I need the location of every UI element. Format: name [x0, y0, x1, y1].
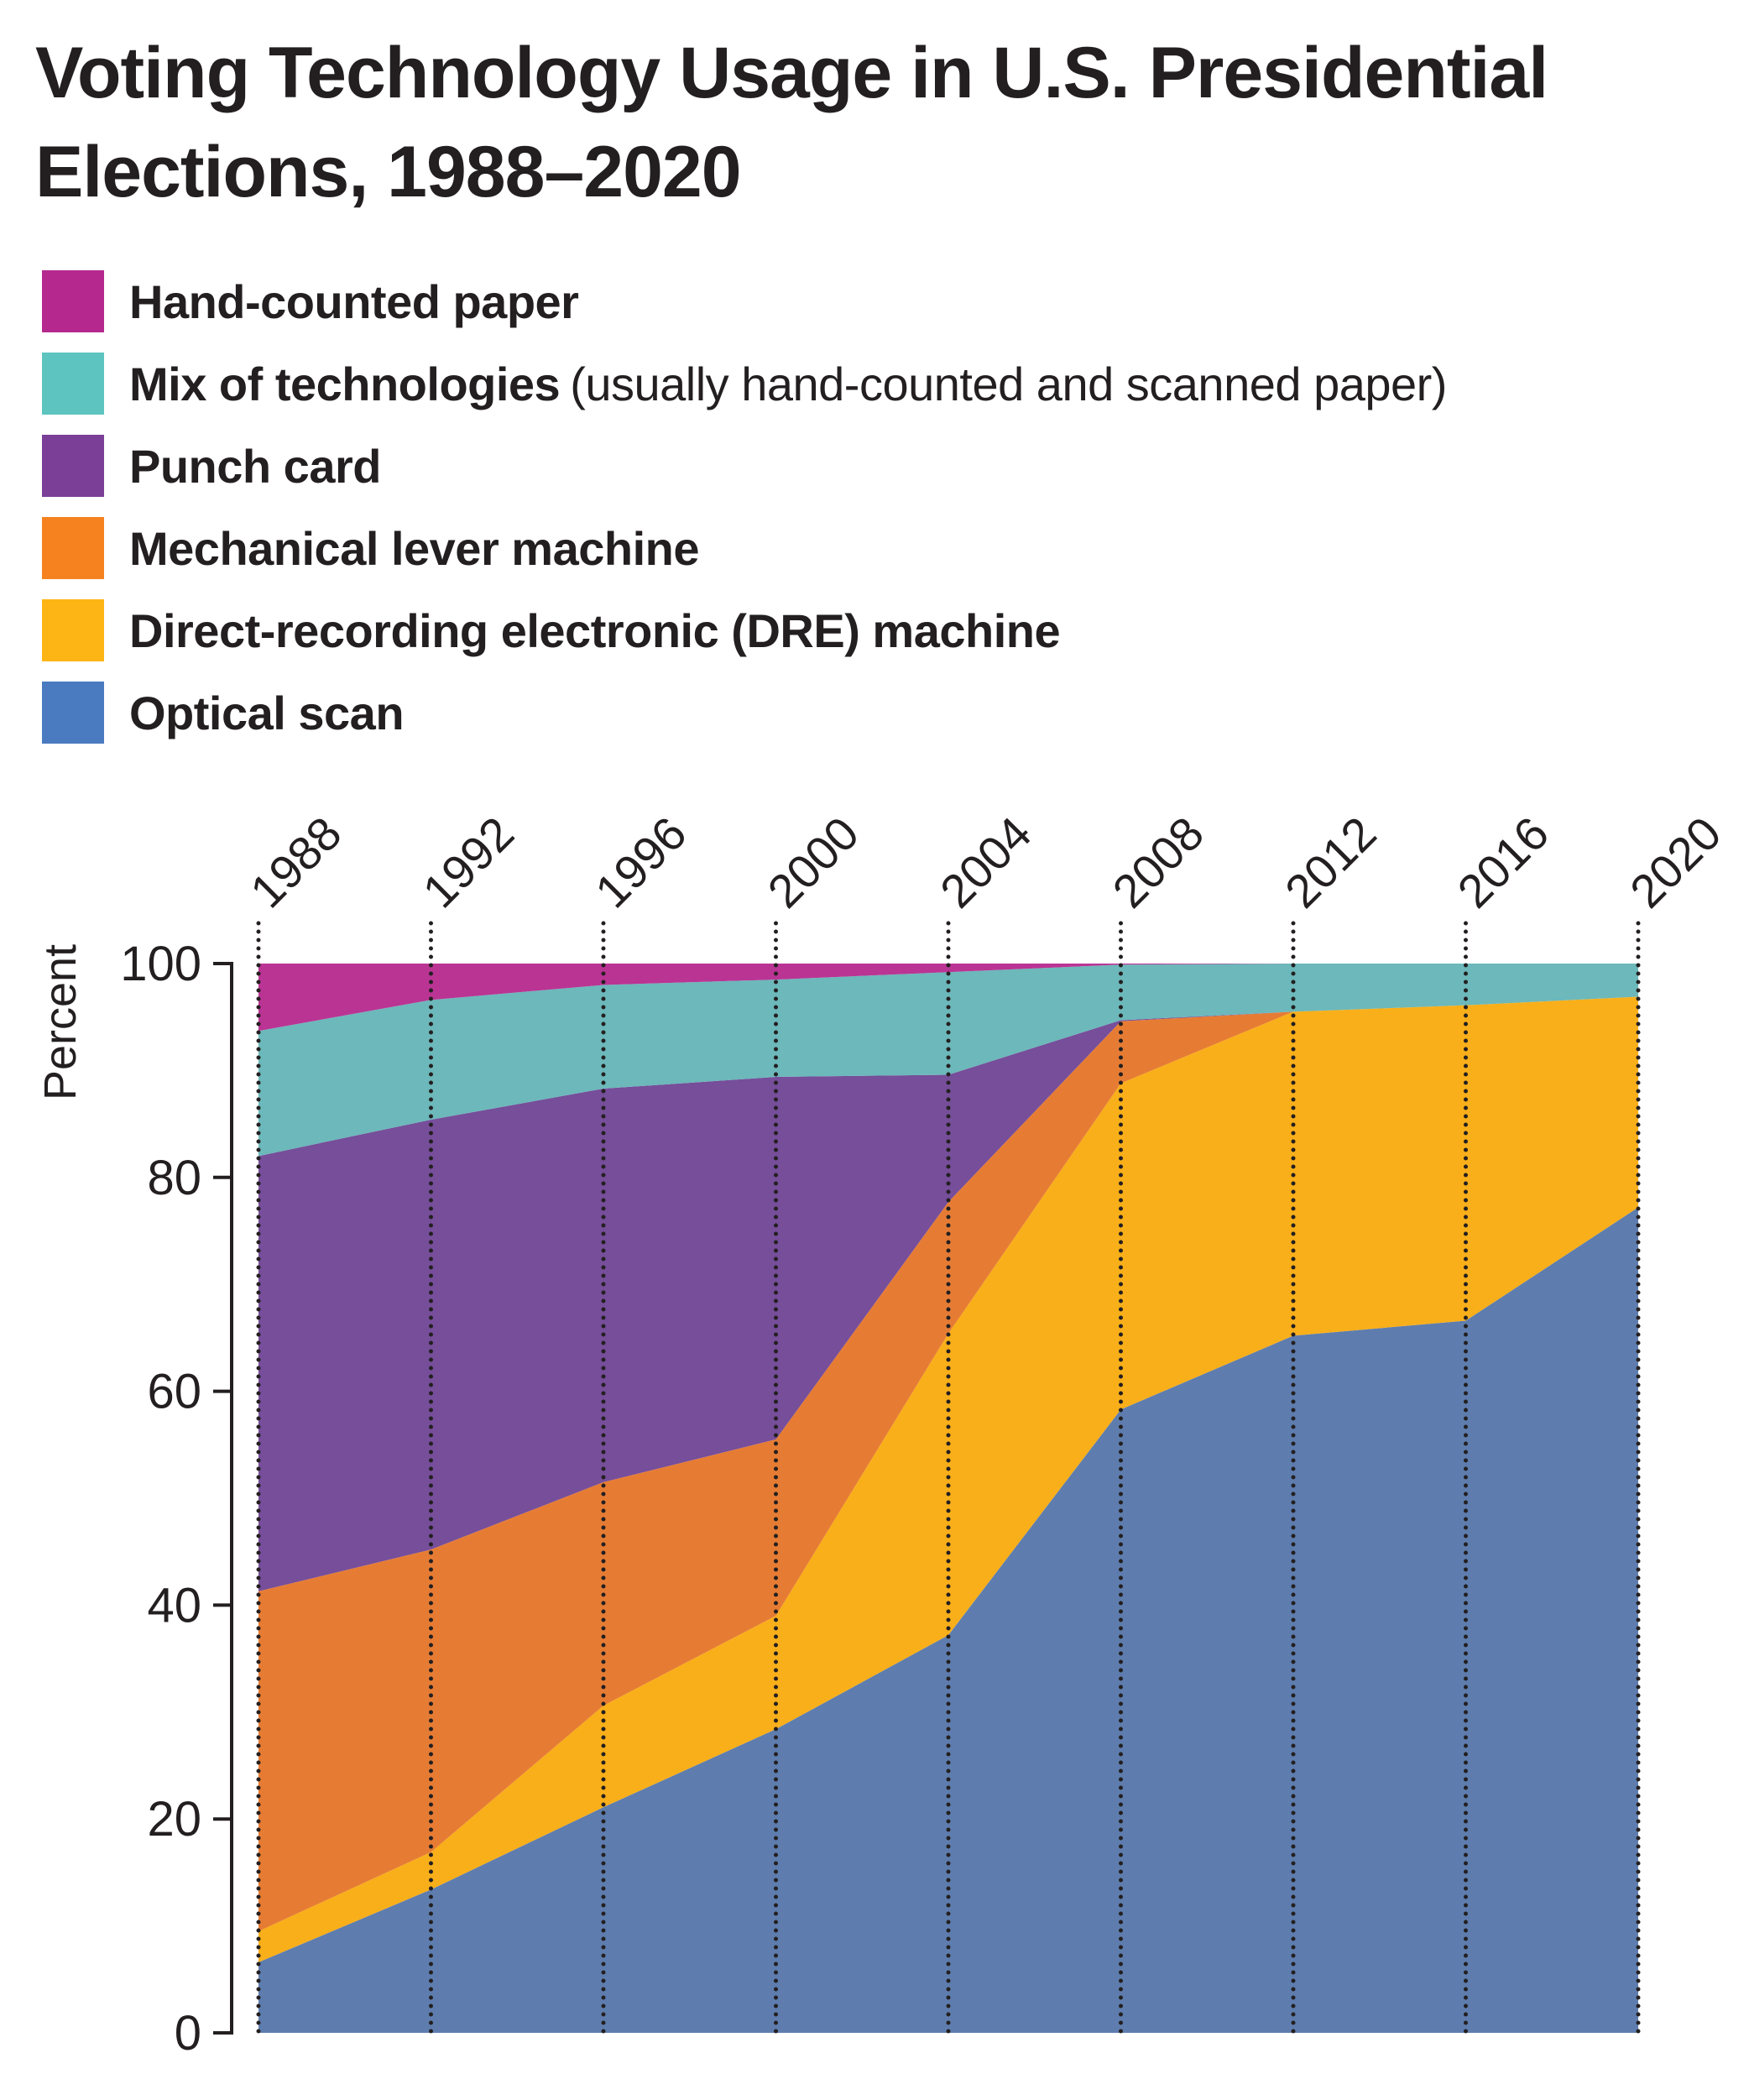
- legend-item-dre: Direct-recording electronic (DRE) machin…: [42, 589, 1447, 671]
- legend-label: Direct-recording electronic (DRE) machin…: [129, 603, 1061, 657]
- area-mix-of-technologies: [258, 964, 1638, 1157]
- legend-label: Punch card: [129, 439, 381, 493]
- y-tick-label: 60: [147, 1365, 201, 1419]
- x-tick-label: 1988: [240, 807, 352, 918]
- x-tick-label: 2008: [1102, 807, 1214, 918]
- legend-label: Mix of technologies: [129, 357, 561, 410]
- legend-note: (usually hand-counted and scanned paper): [570, 357, 1447, 410]
- legend-item-mechanical-lever: Mechanical lever machine: [42, 507, 1447, 589]
- area-mechanical-lever-machine: [258, 996, 1638, 1931]
- x-tick-label: 2012: [1275, 807, 1386, 918]
- legend-item-hand-counted-paper: Hand-counted paper: [42, 260, 1447, 342]
- x-tick-label: 2004: [930, 807, 1042, 918]
- y-tick-label: 40: [147, 1578, 201, 1632]
- legend-item-optical-scan: Optical scan: [42, 671, 1447, 754]
- legend-swatch: [42, 270, 104, 332]
- legend-label: Optical scan: [129, 686, 405, 739]
- legend-swatch: [42, 353, 104, 415]
- legend-label: Mechanical lever machine: [129, 521, 700, 575]
- x-axis-labels: 1988 1992 1996 2000 2004 2008 2012 2016 2020: [240, 807, 1731, 918]
- legend-label: Hand-counted paper: [129, 274, 579, 328]
- legend-item-mix-of-technologies: Mix of technologies (usually hand-counte…: [42, 342, 1447, 425]
- x-tick-label: 2016: [1447, 807, 1558, 918]
- legend-swatch: [42, 599, 104, 661]
- legend-swatch: [42, 682, 104, 744]
- x-tick-label: 2000: [757, 807, 869, 918]
- legend-item-punch-card: Punch card: [42, 425, 1447, 507]
- legend-swatch: [42, 517, 104, 579]
- legend-swatch: [42, 435, 104, 497]
- x-tick-label: 1992: [412, 807, 524, 918]
- y-tick-label: 80: [147, 1151, 201, 1205]
- x-tick-label: 2020: [1620, 807, 1731, 918]
- x-tick-label: 1996: [585, 807, 697, 918]
- y-axis-title: Percent: [35, 944, 86, 1100]
- y-tick-label: 20: [147, 1792, 201, 1847]
- year-guides: [256, 921, 1641, 2035]
- legend: Hand-counted paper Mix of technologies (…: [42, 260, 1447, 754]
- y-tick-label: 0: [175, 2006, 201, 2061]
- chart-title: Voting Technology Usage in U.S. Presiden…: [35, 33, 1548, 212]
- area-optical-scan: [258, 1207, 1638, 2033]
- y-tick-label: 100: [120, 937, 201, 991]
- y-axis: 0 20 40 60 80 100: [120, 937, 233, 2061]
